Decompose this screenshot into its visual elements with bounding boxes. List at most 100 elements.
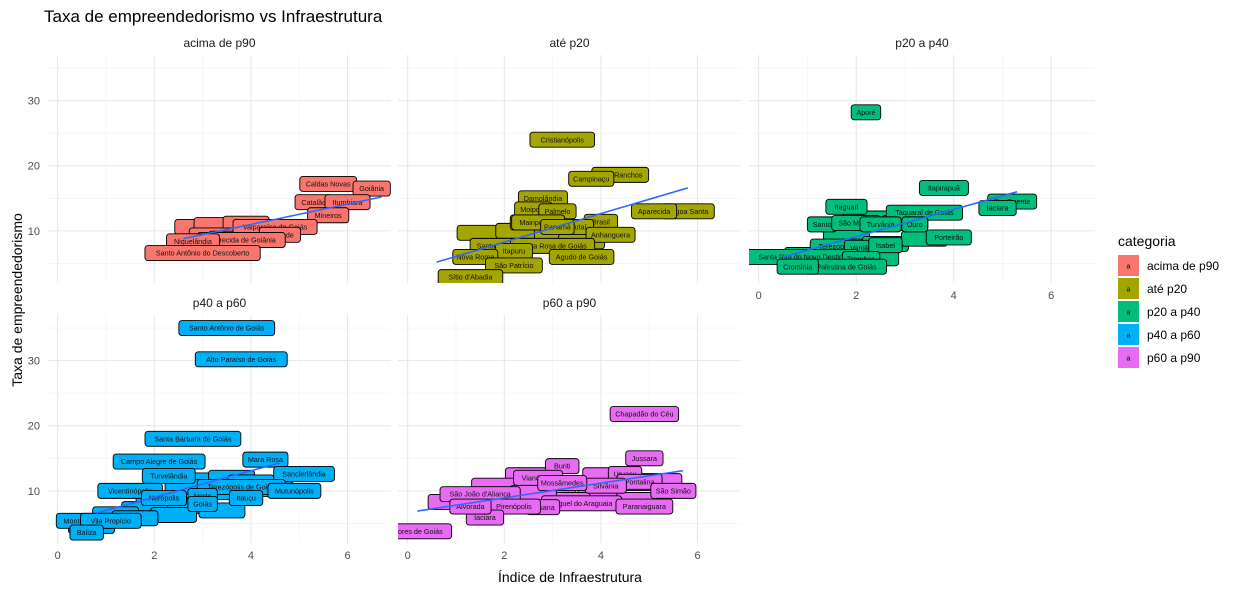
point-label: Chapadão do Céu [609,406,680,422]
data-point-text: Santa Bárbara de Goiás [154,434,232,443]
legend-key [1118,255,1139,276]
legend-key-glyph: a [1127,287,1131,294]
data-point-text: Mara Rosa [248,455,283,464]
point-label: Niquelândia [166,233,220,250]
data-point-box [568,170,615,187]
x-tick-label: 2 [853,290,859,302]
data-point-text: Mineiros [315,211,343,220]
data-point-text: Vicentinópolis [108,486,153,495]
data-point-text: Goiás [193,500,212,509]
x-tick-label: 2 [501,550,507,562]
label-layer: Santo Antônio de Goiás Alto Paraíso de Go… [55,320,335,541]
x-tick-label: 4 [248,550,254,562]
data-point-text: Aporé [856,108,875,117]
data-point-text: Santa Rita do Novo Destino [758,253,847,262]
data-point-box [485,257,543,274]
data-point-box [615,498,674,515]
point-label: Baliza [69,524,104,541]
point-label: Itauçu [228,490,264,507]
data-point-text: Mutunópolis [275,486,314,495]
point-label: Iaciara [978,200,1017,217]
data-point-text: Terezópolis de Goiás [208,483,276,492]
data-point-text: Isabel [876,241,896,250]
y-axis-label: Taxa de empreendedorismo [9,213,25,387]
x-tick-label: 6 [344,550,350,562]
legend-key-glyph: a [1127,356,1131,363]
data-point-box [194,351,288,368]
point-label: Mutunópolis [267,482,322,499]
data-point-text: Vila Propício [91,516,131,525]
data-point-box [144,430,242,447]
trend-line [417,469,684,512]
data-point-text: Chapadão do Céu [615,410,673,419]
data-point-text: Pirenópolis [496,502,532,511]
chart-title: Taxa de empreendedorismo vs Infraestrutu… [44,7,383,26]
legend-key-glyph: a [1127,310,1131,317]
data-point-text: Aparecida [638,207,670,216]
data-point-text: Niquelândia [174,237,212,246]
legend-key [1118,347,1139,368]
data-point-box [529,131,596,148]
point-label: Mara Rosa [242,451,289,468]
data-point-text: Santo [813,220,832,229]
data-point-box [273,465,335,482]
data-point-box [437,269,504,283]
data-point-text: Alvorada [456,502,484,511]
data-point-text: São Simão [656,486,691,495]
legend-key [1118,278,1139,299]
data-point-text: Palmelo [544,207,570,216]
data-point-box [398,523,453,540]
data-point-text: Cromínia [783,262,812,271]
data-point-text: Santa Rosa de Goiás [518,241,587,250]
facet-strip-label: p20 a p40 [895,36,949,50]
y-tick-label: 20 [28,421,40,433]
data-point-text: Vanjão [850,243,872,252]
y-tick-label: 10 [28,486,40,498]
data-point-text: Santa Cruz [477,241,513,250]
data-point-text: Itumbiara [333,198,363,207]
data-point-text: São Patrício [494,261,533,270]
legend-label: p20 a p40 [1147,305,1201,319]
data-point-box [178,320,276,336]
point-label: Alto Paraíso de Goiás [194,351,288,368]
data-point-box [631,203,678,220]
point-label: Porteirão [925,229,972,246]
data-point-text: Palestina de Goiás [816,262,877,271]
data-point-text: Pontalina [625,477,655,486]
data-point-text: Itauçu [236,494,256,503]
data-point-box [650,482,697,499]
data-point-box [144,245,261,261]
point-label: Santo Antônio do Descoberto [144,245,261,261]
data-point-text: Iaciara [474,513,496,522]
data-point-text: Baliza [77,528,97,537]
trend-line [96,462,281,514]
point-label: Goiânia [352,180,391,197]
point-label: Ouro [901,216,928,233]
data-point-box [850,104,882,121]
legend-entry: a p40 a p60 [1118,324,1201,345]
panel-at-p20: até p20 Cristianópolis Três RanchosCampina… [398,36,741,283]
data-point-text: Alto Paraíso de Goiás [206,355,276,364]
data-point-box [267,482,322,499]
point-label: Jussara [625,450,664,467]
point-label: São Simão [650,482,697,499]
point-label: Turvelândia [141,467,196,484]
legend-label: p40 a p60 [1147,328,1201,342]
y-tick-label: 10 [28,226,40,238]
point-label: Mineiros [307,207,350,224]
facet-strip-label: até p20 [549,36,589,50]
data-point-text: Três Ranchos [598,170,643,179]
trend-line [782,191,1018,258]
data-point-text: Campinaçu [573,174,609,183]
y-tick-label: 20 [28,161,40,173]
point-label: Nerópolis [140,490,187,507]
data-point-box [228,490,264,507]
x-tick-label: 2 [151,550,157,562]
point-label: Sanclerlândia [273,465,335,482]
data-point-text: Taquaral de Goiás [895,208,954,217]
data-point-text: Turvelândia [150,472,187,481]
data-point-box [141,467,196,484]
point-label: São Patrício [485,257,543,274]
